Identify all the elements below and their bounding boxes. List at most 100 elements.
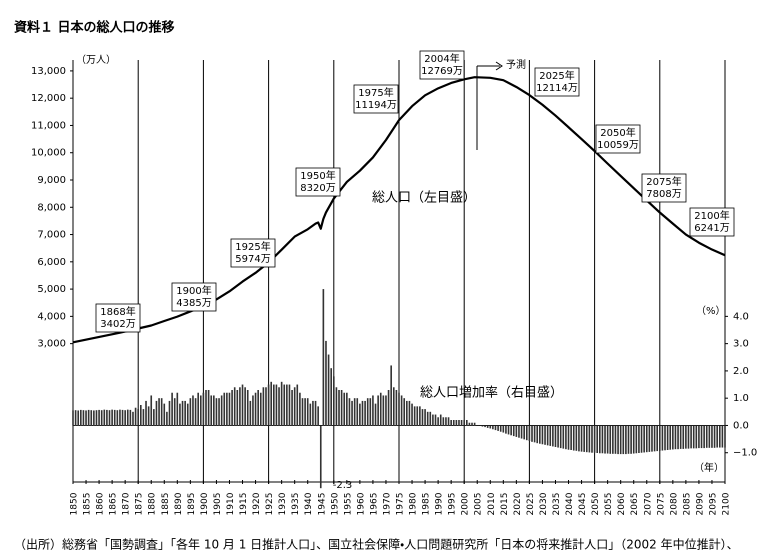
bar xyxy=(330,368,333,426)
y-tick-label: 11,000 xyxy=(31,120,66,131)
bar xyxy=(254,392,257,426)
point-year-label: 1900年 xyxy=(176,284,211,297)
bar xyxy=(447,417,450,426)
bar xyxy=(711,425,713,448)
bar xyxy=(588,425,591,453)
bar xyxy=(181,400,184,426)
y-tick-label: 3,000 xyxy=(37,339,66,350)
bar xyxy=(664,425,666,451)
x-tick-label: 2095 xyxy=(708,493,718,516)
x-tick-label: 2100 xyxy=(722,492,732,515)
x-tick-label: 1945 xyxy=(317,493,327,516)
y2-tick-label: −1.0 xyxy=(733,448,757,459)
x-tick-label: 1925 xyxy=(265,493,275,516)
bar xyxy=(651,425,653,452)
forecast-arrow-head xyxy=(495,61,503,71)
y-tick-label: 5,000 xyxy=(37,284,66,295)
point-year-label: 1975年 xyxy=(358,86,393,99)
bar xyxy=(314,400,317,426)
x-tick-label: 2085 xyxy=(682,493,692,516)
bar xyxy=(80,409,82,426)
bar xyxy=(648,425,651,452)
bar xyxy=(377,395,379,426)
bar xyxy=(379,392,382,426)
bar xyxy=(460,420,463,426)
x-tick-label: 2060 xyxy=(617,492,627,515)
bar xyxy=(424,409,426,426)
bar xyxy=(137,409,140,426)
bar xyxy=(319,425,322,489)
bar xyxy=(111,409,113,426)
bar xyxy=(669,425,672,450)
x-tick-label: 2045 xyxy=(578,493,588,516)
bar xyxy=(262,387,265,426)
label-box xyxy=(353,84,399,114)
bar xyxy=(372,395,374,426)
bar xyxy=(612,425,614,454)
x-tick-label: 1865 xyxy=(109,493,119,516)
bar xyxy=(666,425,669,450)
bar xyxy=(205,390,207,426)
bar xyxy=(455,420,458,426)
x-tick-label: 1850 xyxy=(70,492,80,515)
bar xyxy=(421,409,424,426)
bar xyxy=(716,425,718,448)
x-tick-label: 2035 xyxy=(552,493,562,516)
bar xyxy=(549,425,552,446)
bar xyxy=(552,425,554,447)
bar xyxy=(426,411,429,426)
bar xyxy=(108,410,111,426)
y-tick-label: 12,000 xyxy=(31,93,66,104)
bar xyxy=(338,390,340,426)
bar xyxy=(713,425,716,448)
bar xyxy=(601,425,604,454)
bar xyxy=(562,425,565,449)
bar xyxy=(583,425,585,452)
bar xyxy=(364,400,366,426)
bar xyxy=(481,425,484,427)
bar xyxy=(210,395,213,426)
x-axis-label: （年） xyxy=(694,461,724,474)
bar xyxy=(520,425,523,439)
bar xyxy=(327,354,330,426)
bar xyxy=(147,406,150,426)
bar xyxy=(257,390,259,426)
bar xyxy=(695,425,698,449)
point-year-label: 2075年 xyxy=(646,175,681,188)
y-tick-label: 6,000 xyxy=(37,257,66,268)
x-tick-label: 1970 xyxy=(382,492,392,515)
point-value-label: 12114万 xyxy=(536,83,578,94)
bar xyxy=(432,414,434,426)
y2-tick-label: 2.0 xyxy=(733,366,749,377)
y2-tick-label: 3.0 xyxy=(733,339,749,350)
bar xyxy=(124,410,126,426)
bar xyxy=(525,425,528,441)
x-tick-label: 1895 xyxy=(187,493,197,516)
bar xyxy=(325,340,327,426)
label-box xyxy=(295,167,341,197)
bar xyxy=(369,398,372,426)
bar xyxy=(554,425,557,447)
point-value-label: 4385万 xyxy=(176,298,211,309)
y2-tick-label: 4.0 xyxy=(733,311,749,322)
x-tick-label: 1955 xyxy=(343,493,353,516)
bar xyxy=(572,425,575,451)
bar xyxy=(473,422,476,426)
y-axis-label: （万人） xyxy=(76,54,116,66)
chart-title: 資料１ 日本の総人口の推移 xyxy=(14,20,175,36)
bar xyxy=(385,395,387,426)
bar xyxy=(278,387,280,426)
x-tick-label: 1860 xyxy=(96,492,106,515)
bar xyxy=(176,392,179,426)
bar xyxy=(231,390,233,426)
y-tick-label: 10,000 xyxy=(31,148,66,159)
bar-series-label: 総人口増加率（右目盛） xyxy=(420,386,563,401)
bar xyxy=(259,392,262,426)
bar xyxy=(559,425,562,449)
bar xyxy=(241,384,244,426)
x-tick-label: 1950 xyxy=(330,492,340,515)
bar xyxy=(252,395,254,426)
bar xyxy=(502,425,505,433)
point-value-label: 8320万 xyxy=(300,183,335,194)
bar xyxy=(585,425,588,453)
